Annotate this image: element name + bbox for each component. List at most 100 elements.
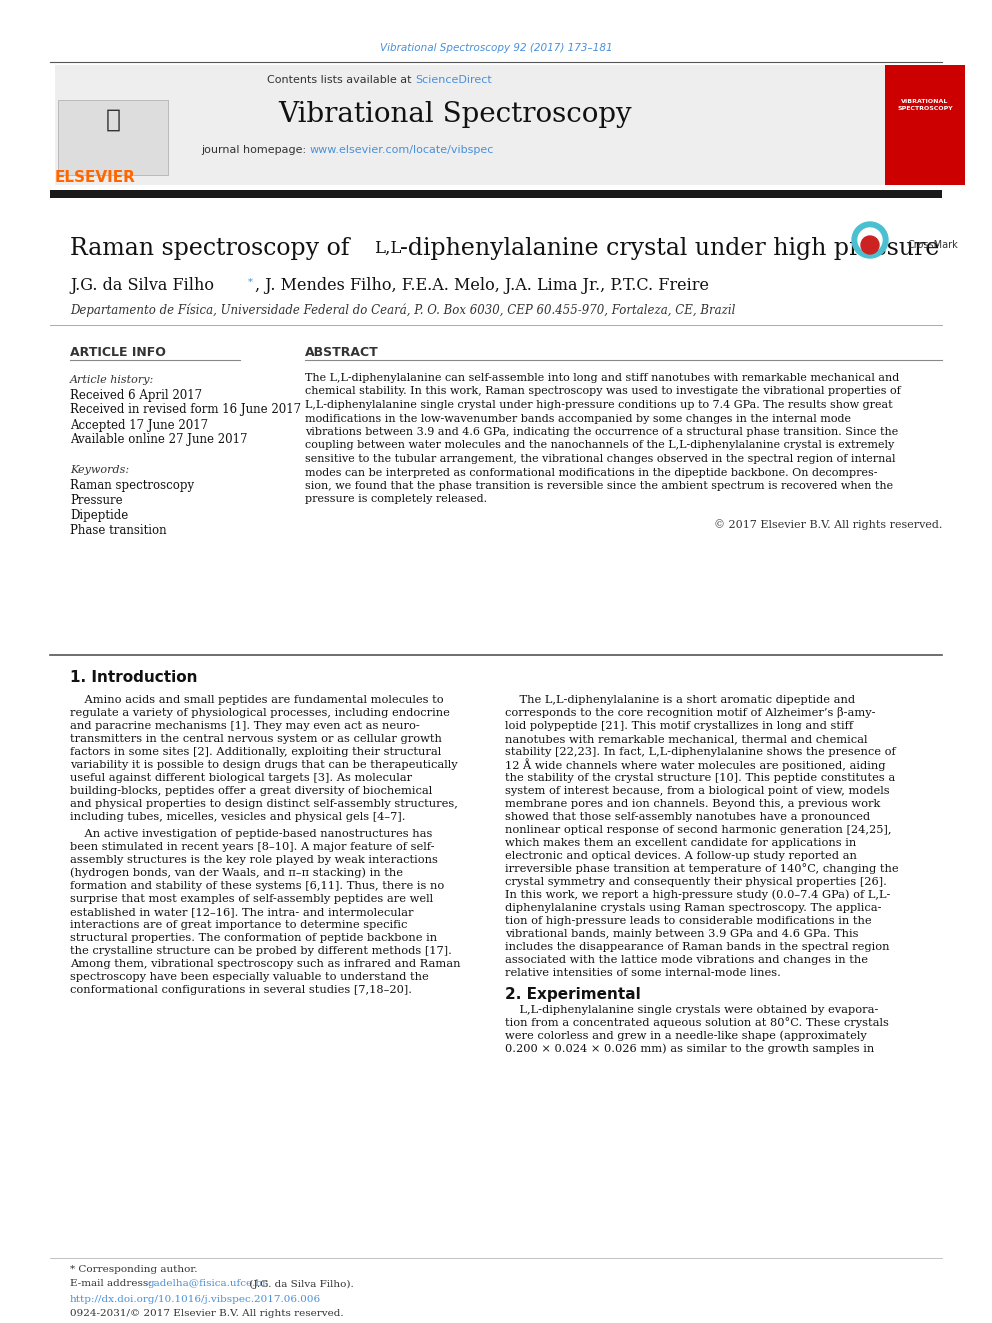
Text: , J. Mendes Filho, F.E.A. Melo, J.A. Lima Jr., P.T.C. Freire: , J. Mendes Filho, F.E.A. Melo, J.A. Lim… xyxy=(255,277,709,294)
Text: 2. Experimental: 2. Experimental xyxy=(505,987,641,1002)
Bar xyxy=(55,85,185,185)
Text: the crystalline structure can be probed by different methods [17].: the crystalline structure can be probed … xyxy=(70,946,452,957)
Text: The L,L-diphenylalanine can self-assemble into long and stiff nanotubes with rem: The L,L-diphenylalanine can self-assembl… xyxy=(305,373,900,382)
Text: useful against different biological targets [3]. As molecular: useful against different biological targ… xyxy=(70,773,412,783)
Text: Raman spectroscopy of: Raman spectroscopy of xyxy=(70,237,357,259)
Text: -diphenylalanine crystal under high pressure: -diphenylalanine crystal under high pres… xyxy=(400,237,939,259)
Text: formation and stability of these systems [6,11]. Thus, there is no: formation and stability of these systems… xyxy=(70,881,444,890)
Circle shape xyxy=(861,235,879,254)
Text: (J.G. da Silva Filho).: (J.G. da Silva Filho). xyxy=(246,1279,354,1289)
Text: crystal symmetry and consequently their physical properties [26].: crystal symmetry and consequently their … xyxy=(505,877,887,886)
Text: been stimulated in recent years [8–10]. A major feature of self-: been stimulated in recent years [8–10]. … xyxy=(70,841,434,852)
Text: Accepted 17 June 2017: Accepted 17 June 2017 xyxy=(70,418,208,431)
Text: sensitive to the tubular arrangement, the vibrational changes observed in the sp: sensitive to the tubular arrangement, th… xyxy=(305,454,896,464)
Text: membrane pores and ion channels. Beyond this, a previous work: membrane pores and ion channels. Beyond … xyxy=(505,799,880,808)
Text: tion of high-pressure leads to considerable modifications in the: tion of high-pressure leads to considera… xyxy=(505,916,872,926)
Text: transmitters in the central nervous system or as cellular growth: transmitters in the central nervous syst… xyxy=(70,734,441,744)
Text: vibrational bands, mainly between 3.9 GPa and 4.6 GPa. This: vibrational bands, mainly between 3.9 GP… xyxy=(505,929,858,939)
Text: Article history:: Article history: xyxy=(70,374,154,385)
Text: In this work, we report a high-pressure study (0.0–7.4 GPa) of L,L-: In this work, we report a high-pressure … xyxy=(505,890,891,900)
Text: 🌳: 🌳 xyxy=(105,108,120,132)
Text: L,L: L,L xyxy=(374,239,402,257)
Text: electronic and optical devices. A follow-up study reported an: electronic and optical devices. A follow… xyxy=(505,851,857,861)
Text: factors in some sites [2]. Additionally, exploiting their structural: factors in some sites [2]. Additionally,… xyxy=(70,747,441,757)
Circle shape xyxy=(858,228,882,251)
Text: stability [22,23]. In fact, L,L-diphenylalanine shows the presence of: stability [22,23]. In fact, L,L-diphenyl… xyxy=(505,747,896,757)
Text: Received 6 April 2017: Received 6 April 2017 xyxy=(70,389,202,401)
Text: interactions are of great importance to determine specific: interactions are of great importance to … xyxy=(70,919,408,930)
Text: gadelha@fisica.ufce.br: gadelha@fisica.ufce.br xyxy=(148,1279,268,1289)
Text: Contents lists available at: Contents lists available at xyxy=(267,75,415,85)
Text: coupling between water molecules and the nanochannels of the L,L-diphenylalanine: coupling between water molecules and the… xyxy=(305,441,894,451)
Text: * Corresponding author.: * Corresponding author. xyxy=(70,1266,197,1274)
Text: J.G. da Silva Filho: J.G. da Silva Filho xyxy=(70,277,214,294)
Text: nonlinear optical response of second harmonic generation [24,25],: nonlinear optical response of second har… xyxy=(505,826,892,835)
Text: (hydrogen bonds, van der Waals, and π–π stacking) in the: (hydrogen bonds, van der Waals, and π–π … xyxy=(70,868,403,878)
Text: surprise that most examples of self-assembly peptides are well: surprise that most examples of self-asse… xyxy=(70,894,434,904)
Text: were colorless and grew in a needle-like shape (approximately: were colorless and grew in a needle-like… xyxy=(505,1031,867,1041)
Text: E-mail address:: E-mail address: xyxy=(70,1279,155,1289)
Text: building-blocks, peptides offer a great diversity of biochemical: building-blocks, peptides offer a great … xyxy=(70,786,433,796)
Text: 12 Å wide channels where water molecules are positioned, aiding: 12 Å wide channels where water molecules… xyxy=(505,758,886,771)
Text: diphenylalanine crystals using Raman spectroscopy. The applica-: diphenylalanine crystals using Raman spe… xyxy=(505,904,882,913)
Circle shape xyxy=(852,222,888,258)
Text: An active investigation of peptide-based nanostructures has: An active investigation of peptide-based… xyxy=(70,830,433,839)
Text: tion from a concentrated aqueous solution at 80°C. These crystals: tion from a concentrated aqueous solutio… xyxy=(505,1017,889,1028)
Text: modifications in the low-wavenumber bands accompanied by some changes in the int: modifications in the low-wavenumber band… xyxy=(305,414,851,423)
Text: including tubes, micelles, vesicles and physical gels [4–7].: including tubes, micelles, vesicles and … xyxy=(70,812,406,822)
Text: structural properties. The conformation of peptide backbone in: structural properties. The conformation … xyxy=(70,933,437,943)
Text: L,L-diphenylalanine single crystals were obtained by evapora-: L,L-diphenylalanine single crystals were… xyxy=(505,1005,878,1015)
Text: sion, we found that the phase transition is reversible since the ambient spectru: sion, we found that the phase transition… xyxy=(305,482,893,491)
Text: pressure is completely released.: pressure is completely released. xyxy=(305,495,487,504)
Text: Among them, vibrational spectroscopy such as infrared and Raman: Among them, vibrational spectroscopy suc… xyxy=(70,959,460,968)
Text: http://dx.doi.org/10.1016/j.vibspec.2017.06.006: http://dx.doi.org/10.1016/j.vibspec.2017… xyxy=(70,1295,321,1304)
Text: Dipeptide: Dipeptide xyxy=(70,508,128,521)
Text: The L,L-diphenylalanine is a short aromatic dipeptide and: The L,L-diphenylalanine is a short aroma… xyxy=(505,695,855,705)
Text: ARTICLE INFO: ARTICLE INFO xyxy=(70,345,166,359)
Bar xyxy=(55,65,887,185)
Text: irreversible phase transition at temperature of 140°C, changing the: irreversible phase transition at tempera… xyxy=(505,864,899,875)
Text: and physical properties to design distinct self-assembly structures,: and physical properties to design distin… xyxy=(70,799,458,808)
Text: L,L-diphenylalanine single crystal under high-pressure conditions up to 7.4 GPa.: L,L-diphenylalanine single crystal under… xyxy=(305,400,893,410)
Text: Phase transition: Phase transition xyxy=(70,524,167,537)
Text: ABSTRACT: ABSTRACT xyxy=(305,345,379,359)
Text: modes can be interpreted as conformational modifications in the dipeptide backbo: modes can be interpreted as conformation… xyxy=(305,467,878,478)
Text: which makes them an excellent candidate for applications in: which makes them an excellent candidate … xyxy=(505,837,856,848)
Text: 0.200 × 0.024 × 0.026 mm) as similar to the growth samples in: 0.200 × 0.024 × 0.026 mm) as similar to … xyxy=(505,1044,874,1054)
Text: and paracrine mechanisms [1]. They may even act as neuro-: and paracrine mechanisms [1]. They may e… xyxy=(70,721,420,732)
Text: chemical stability. In this work, Raman spectroscopy was used to investigate the: chemical stability. In this work, Raman … xyxy=(305,386,901,397)
Text: Vibrational Spectroscopy 92 (2017) 173–181: Vibrational Spectroscopy 92 (2017) 173–1… xyxy=(380,44,612,53)
Text: loid polypeptide [21]. This motif crystallizes in long and stiff: loid polypeptide [21]. This motif crysta… xyxy=(505,721,853,732)
Text: relative intensities of some internal-mode lines.: relative intensities of some internal-mo… xyxy=(505,968,781,978)
Text: www.elsevier.com/locate/vibspec: www.elsevier.com/locate/vibspec xyxy=(310,146,494,155)
Text: Keywords:: Keywords: xyxy=(70,464,129,475)
Text: showed that those self-assembly nanotubes have a pronounced: showed that those self-assembly nanotube… xyxy=(505,812,870,822)
Text: conformational configurations in several studies [7,18–20].: conformational configurations in several… xyxy=(70,986,412,995)
Text: *: * xyxy=(248,278,253,287)
Text: ELSEVIER: ELSEVIER xyxy=(55,171,136,185)
Text: nanotubes with remarkable mechanical, thermal and chemical: nanotubes with remarkable mechanical, th… xyxy=(505,734,867,744)
Text: 0924-2031/© 2017 Elsevier B.V. All rights reserved.: 0924-2031/© 2017 Elsevier B.V. All right… xyxy=(70,1310,343,1319)
Text: Raman spectroscopy: Raman spectroscopy xyxy=(70,479,194,492)
Text: associated with the lattice mode vibrations and changes in the: associated with the lattice mode vibrati… xyxy=(505,955,868,964)
Text: system of interest because, from a biological point of view, models: system of interest because, from a biolo… xyxy=(505,786,890,796)
Text: vibrations between 3.9 and 4.6 GPa, indicating the occurrence of a structural ph: vibrations between 3.9 and 4.6 GPa, indi… xyxy=(305,427,898,437)
Text: Pressure: Pressure xyxy=(70,493,123,507)
Text: CrossMark: CrossMark xyxy=(908,239,958,250)
Text: Received in revised form 16 June 2017: Received in revised form 16 June 2017 xyxy=(70,404,302,417)
Text: © 2017 Elsevier B.V. All rights reserved.: © 2017 Elsevier B.V. All rights reserved… xyxy=(713,520,942,531)
Text: spectroscopy have been especially valuable to understand the: spectroscopy have been especially valuab… xyxy=(70,972,429,982)
Text: variability it is possible to design drugs that can be therapeutically: variability it is possible to design dru… xyxy=(70,759,457,770)
Text: ScienceDirect: ScienceDirect xyxy=(415,75,492,85)
Text: Departamento de Física, Universidade Federal do Ceará, P. O. Box 6030, CEP 60.45: Departamento de Física, Universidade Fed… xyxy=(70,303,735,316)
Text: journal homepage:: journal homepage: xyxy=(201,146,310,155)
Bar xyxy=(58,101,168,175)
Bar xyxy=(885,65,965,185)
Text: established in water [12–16]. The intra- and intermolecular: established in water [12–16]. The intra-… xyxy=(70,908,414,917)
Text: regulate a variety of physiological processes, including endocrine: regulate a variety of physiological proc… xyxy=(70,708,450,718)
Text: Available online 27 June 2017: Available online 27 June 2017 xyxy=(70,434,247,446)
Text: Vibrational Spectroscopy: Vibrational Spectroscopy xyxy=(278,102,632,128)
Text: the stability of the crystal structure [10]. This peptide constitutes a: the stability of the crystal structure [… xyxy=(505,773,895,783)
Text: assembly structures is the key role played by weak interactions: assembly structures is the key role play… xyxy=(70,855,437,865)
Text: Amino acids and small peptides are fundamental molecules to: Amino acids and small peptides are funda… xyxy=(70,695,443,705)
